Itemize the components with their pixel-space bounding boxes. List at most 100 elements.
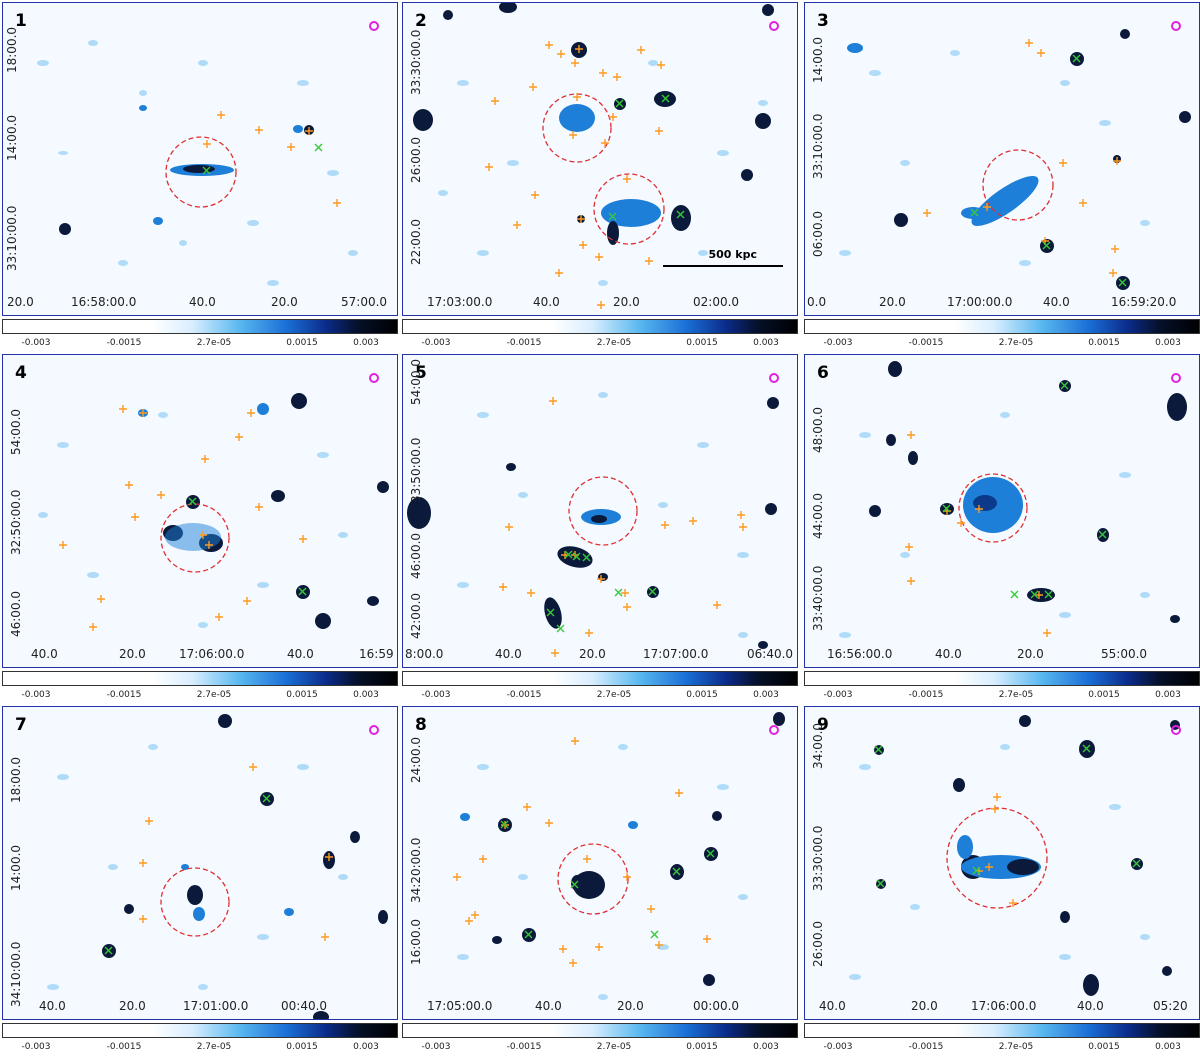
map-svg-6 <box>839 361 1187 638</box>
dec-label: 24:00.0 <box>409 736 423 783</box>
colorbar-tick: 0.0015 <box>286 338 318 348</box>
colorbar-tick: 0.003 <box>753 1042 779 1052</box>
panel-6: 6 48:00.0 44:00.0 33:40:00.0 16:56:00.0 … <box>804 354 1200 705</box>
colorbar-tick: -0.0015 <box>908 338 944 348</box>
colorbar-tick: 0.0015 <box>1088 1042 1120 1052</box>
ra-label: 16:56:00.0 <box>827 647 893 661</box>
colorbar-tick: -0.003 <box>21 1042 51 1052</box>
colorbar <box>402 319 798 334</box>
dec-label: 22:00.0 <box>409 218 423 265</box>
cluster-circle <box>593 173 665 245</box>
dec-label: 34:20:00.0 <box>409 837 423 903</box>
cluster-circle <box>542 93 612 163</box>
cluster-circle <box>557 843 629 915</box>
scale-bar-label: 500 kpc <box>708 248 757 261</box>
colorbar-tick: 0.0015 <box>686 338 718 348</box>
colorbar-tick: 0.003 <box>353 1042 379 1052</box>
ra-label: 02:00.0 <box>693 295 740 309</box>
colorbar-tick: 2.7e-05 <box>596 690 632 700</box>
radio-image-9: 9 34:00.0 33:30:00.0 26:00.0 40.0 20.0 1… <box>804 706 1200 1020</box>
colorbar-tick: 0.003 <box>1155 690 1181 700</box>
colorbar <box>804 319 1200 334</box>
ra-label: 20.0 <box>911 999 938 1013</box>
panel-number: 9 <box>817 715 829 735</box>
ra-label: 20.0 <box>1017 647 1044 661</box>
ra-label: 20.0 <box>579 647 606 661</box>
ra-label: 20.0 <box>879 295 906 309</box>
ra-label: 40.0 <box>189 295 216 309</box>
scale-bar <box>663 265 783 267</box>
radio-image-7: 7 18:00.0 14:00.0 34:10:00.0 40.0 20.0 1… <box>2 706 398 1020</box>
map-svg-2 <box>413 3 774 309</box>
ra-label: 20.0 <box>617 999 644 1013</box>
beam-marker <box>1171 373 1181 383</box>
beam-marker <box>769 725 779 735</box>
colorbar-tick: 0.003 <box>753 690 779 700</box>
colorbar-tick: -0.003 <box>421 690 451 700</box>
beam-marker <box>1171 21 1181 31</box>
beam-marker <box>369 373 379 383</box>
ra-label: 17:00:00.0 <box>947 295 1013 309</box>
colorbar <box>804 1023 1200 1038</box>
colorbar <box>2 319 398 334</box>
ra-label: 40.0 <box>1043 295 1070 309</box>
beam-marker <box>369 725 379 735</box>
dec-label: 33:30:00.0 <box>811 825 825 891</box>
colorbar-ticks: -0.003 -0.0015 2.7e-05 0.0015 0.003 <box>2 338 398 352</box>
ra-label: 00:40.0 <box>281 999 328 1013</box>
ra-label: 40.0 <box>1077 999 1104 1013</box>
ra-label: 40.0 <box>287 647 314 661</box>
ra-label: 00:00.0 <box>693 999 740 1013</box>
dec-label: 26:00.0 <box>811 920 825 967</box>
colorbar-tick: -0.003 <box>823 690 853 700</box>
cluster-circle <box>982 149 1054 221</box>
panel-number: 5 <box>415 363 427 383</box>
panel-number: 8 <box>415 715 427 735</box>
dec-label: 14:00.0 <box>811 36 825 83</box>
radio-image-2: 2 33:30:00.0 26:00.0 22:00.0 17:03:00.0 … <box>402 2 798 316</box>
dec-label: 34:00.0 <box>811 722 825 769</box>
dec-label: 33:40:00.0 <box>811 565 825 631</box>
beam-marker <box>1171 725 1181 735</box>
colorbar-tick: -0.0015 <box>506 1042 542 1052</box>
colorbar-tick: 2.7e-05 <box>196 1042 232 1052</box>
dec-label: 16:00.0 <box>409 918 423 965</box>
panel-number: 2 <box>415 11 427 31</box>
colorbar <box>402 671 798 686</box>
colorbar-tick: 0.003 <box>1155 1042 1181 1052</box>
beam-marker <box>369 21 379 31</box>
colorbar-tick: -0.0015 <box>106 690 142 700</box>
dec-label: 48:00.0 <box>811 406 825 453</box>
colorbar <box>402 1023 798 1038</box>
colorbar-tick: 0.0015 <box>686 690 718 700</box>
colorbar-ticks: -0.003 -0.0015 2.7e-05 0.0015 0.003 <box>804 690 1200 704</box>
map-svg-7 <box>47 714 388 1019</box>
ra-label: 20.0 <box>119 999 146 1013</box>
colorbar-tick: 0.0015 <box>686 1042 718 1052</box>
dec-label: 46:00.0 <box>409 532 423 579</box>
map-svg-3 <box>839 29 1191 290</box>
colorbar-tick: 2.7e-05 <box>596 338 632 348</box>
dec-label: 34:10:00.0 <box>9 941 23 1007</box>
map-svg-9 <box>849 715 1180 996</box>
ra-label: 40.0 <box>819 999 846 1013</box>
colorbar-tick: -0.0015 <box>106 1042 142 1052</box>
colorbar-tick: 0.0015 <box>286 1042 318 1052</box>
dec-label: 46:00.0 <box>9 590 23 637</box>
colorbar-tick: -0.0015 <box>106 338 142 348</box>
map-svg-1 <box>37 40 358 286</box>
colorbar-tick: 0.003 <box>353 338 379 348</box>
colorbar-tick: -0.003 <box>823 1042 853 1052</box>
colorbar-ticks: -0.003 -0.0015 2.7e-05 0.0015 0.003 <box>402 1042 798 1056</box>
dec-label: 44:00.0 <box>811 492 825 539</box>
dec-label: 54:00.0 <box>9 408 23 455</box>
ra-label: 16:59 <box>359 647 394 661</box>
colorbar-tick: -0.003 <box>823 338 853 348</box>
ra-label: 17:07:00.0 <box>643 647 709 661</box>
dec-label: 42:00.0 <box>409 592 423 639</box>
dec-label: 18:00.0 <box>9 756 23 803</box>
colorbar-tick: -0.003 <box>21 338 51 348</box>
radio-image-5: 5 54:00.0 33:50:00.0 46:00.0 42:00.0 8:0… <box>402 354 798 668</box>
dec-label: 33:10:00.0 <box>5 205 19 271</box>
ra-label: 40.0 <box>935 647 962 661</box>
